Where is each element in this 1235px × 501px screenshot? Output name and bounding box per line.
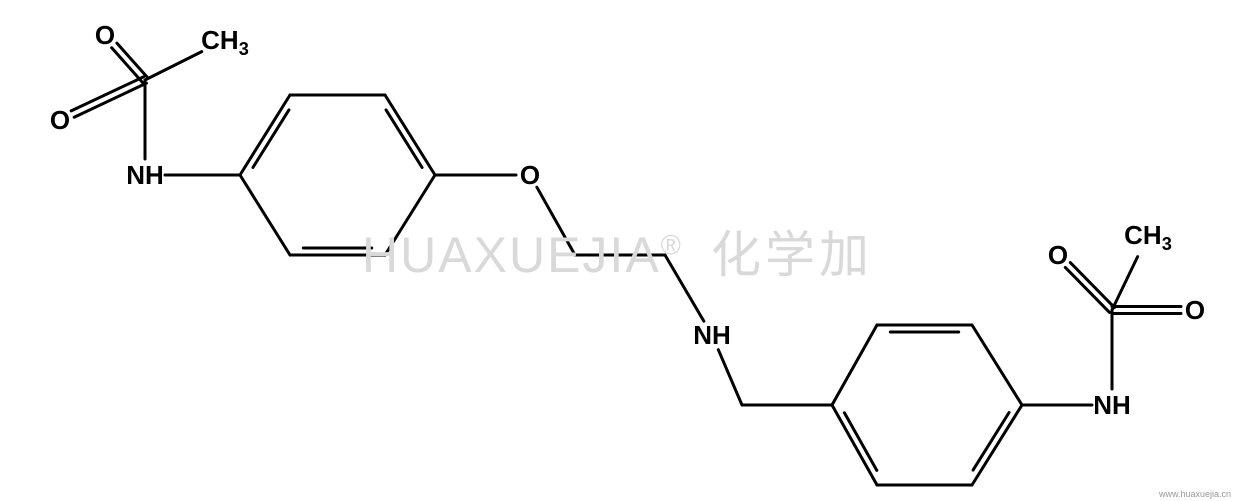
diagram-stage: HUAXUEJIA® 化学加 OOCH3NHONHNHOOCH3 www.hua… bbox=[0, 0, 1235, 501]
atom-N2: NH bbox=[693, 322, 731, 348]
atom-O2: O bbox=[520, 162, 540, 188]
atom-N1: NH bbox=[126, 162, 164, 188]
atom-O3: O bbox=[1185, 297, 1205, 323]
atom-C6: CH3 bbox=[1124, 222, 1172, 248]
fineprint: www.huaxuejia.cn bbox=[1159, 489, 1231, 499]
atom-C1: CH3 bbox=[201, 27, 249, 53]
atom-Odb1: O bbox=[95, 22, 115, 48]
atom-O1: O bbox=[50, 107, 70, 133]
atom-N3: NH bbox=[1093, 392, 1131, 418]
atom-Odb2: O bbox=[1048, 242, 1068, 268]
